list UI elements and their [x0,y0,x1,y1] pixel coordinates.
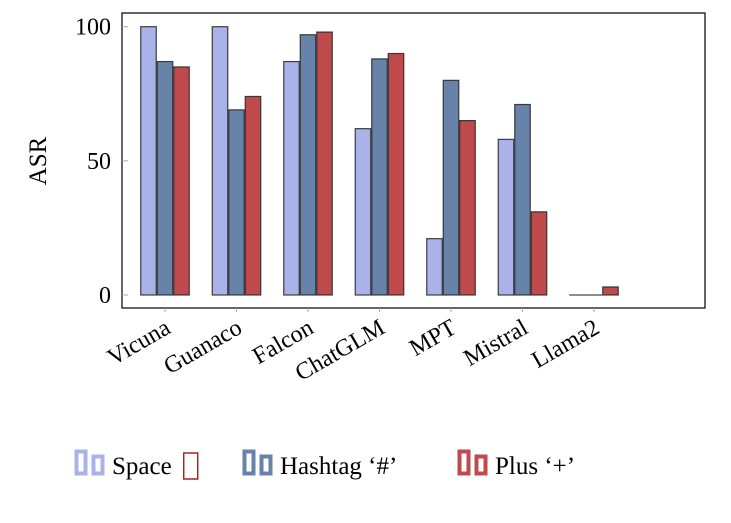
legend-label-1: Hashtag ‘#’ [280,453,397,480]
bar-llama2-2 [603,287,619,295]
y-axis-label: ASR [25,136,52,185]
missing-glyph-box-icon [184,453,198,479]
bar-guanaco-0 [212,27,228,295]
bar-vicuna-0 [141,27,157,295]
plot-frame [122,13,705,308]
legend-swatch [245,452,254,474]
legend-swatch [94,457,103,474]
bar-mpt-0 [427,239,443,295]
x-tick-label-mpt: MPT [405,315,461,362]
bar-vicuna-1 [157,62,173,295]
bar-mistral-2 [531,212,547,295]
x-tick-label-llama2: Llama2 [528,315,604,374]
bar-falcon-2 [317,32,333,295]
legend-label-2: Plus ‘+’ [495,453,575,480]
bar-falcon-1 [300,35,316,295]
y-axis: 0 50 100 [75,15,128,309]
bar-chatglm-2 [388,54,404,295]
x-tick-label-mistral: Mistral [459,315,532,372]
y-tick-label: 50 [87,149,111,175]
bar-falcon-0 [284,62,300,295]
legend-swatch [477,457,486,474]
bar-guanaco-2 [245,96,261,295]
bar-mpt-2 [460,121,476,295]
bar-mpt-1 [443,80,459,295]
x-tick-label-guanaco: Guanaco [160,315,247,380]
legend: Space Hashtag ‘#’ Plus ‘+’ [77,452,576,481]
bar-mistral-1 [515,105,531,295]
legend-swatch [262,457,271,474]
legend-swatch [77,452,86,474]
bar-vicuna-2 [174,67,190,295]
bar-chatglm-0 [355,129,371,295]
bar-mistral-0 [498,139,514,295]
legend-label-0: Space [112,453,172,480]
bar-guanaco-1 [229,110,245,295]
bars-group [141,27,619,295]
legend-swatch [460,452,469,474]
y-tick-label: 0 [99,283,111,309]
y-tick-label: 100 [75,15,111,41]
bar-chatglm-1 [372,59,388,295]
